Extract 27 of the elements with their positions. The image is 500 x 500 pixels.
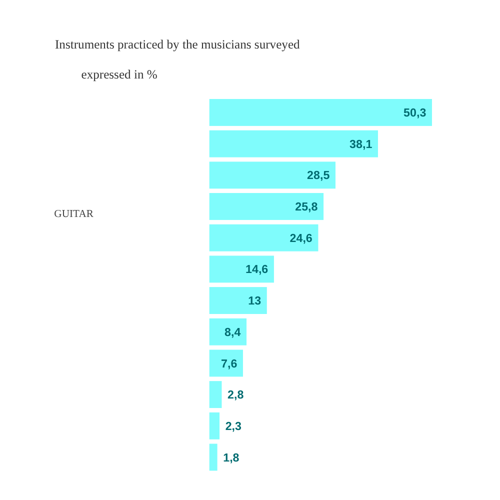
bar	[209, 350, 243, 377]
bar	[209, 193, 324, 220]
data-label: 25,8	[295, 200, 318, 214]
bar	[209, 381, 222, 408]
data-label: 50,3	[404, 106, 427, 120]
data-label: 8,4	[224, 326, 242, 339]
bar	[209, 98, 432, 126]
data-label: 2,3	[225, 420, 242, 433]
data-label: 14,6	[246, 263, 269, 276]
bar	[209, 162, 336, 189]
chart-title: Instruments practiced by the musicians surveyed	[54, 38, 301, 52]
data-label: 2,8	[228, 388, 244, 402]
data-label: 38,1	[350, 138, 373, 151]
data-label: 24,6	[290, 232, 313, 245]
bar	[209, 412, 220, 440]
text: GUITAR	[54, 209, 94, 220]
data-label: 28,5	[307, 169, 330, 182]
data-label: 7,6	[221, 357, 238, 370]
bar	[209, 444, 218, 471]
bar	[209, 130, 378, 158]
bar	[209, 224, 318, 252]
bar	[209, 287, 267, 314]
chart-subtitle: expressed in %	[81, 68, 158, 82]
data-label: 1,8	[223, 451, 240, 464]
bar	[209, 318, 247, 346]
data-label: 13	[248, 294, 262, 308]
bar	[209, 256, 274, 283]
